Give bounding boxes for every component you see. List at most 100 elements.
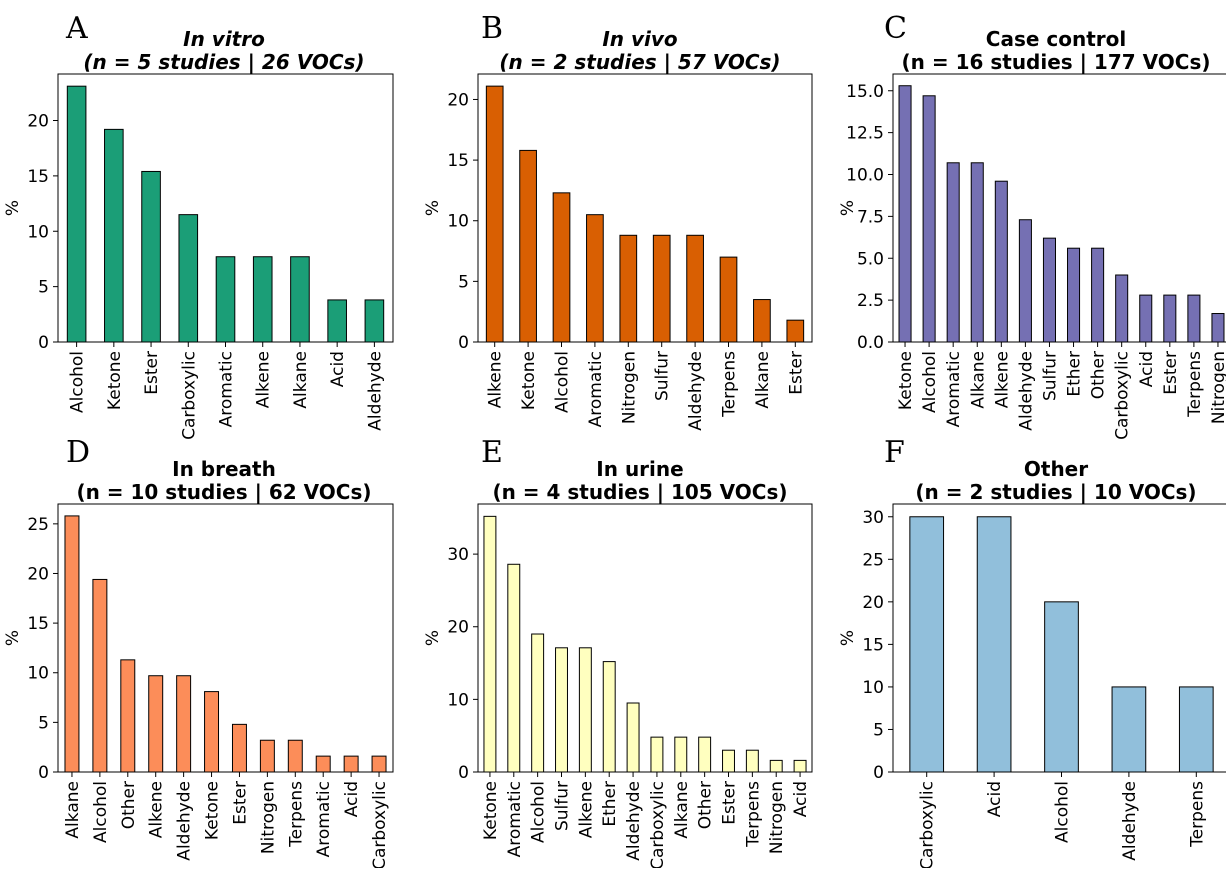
- x-tick-label: Aldehyde: [365, 351, 385, 431]
- bar-sulfur: [555, 647, 568, 773]
- y-tick-label: 10: [27, 222, 49, 242]
- bar-alkane: [970, 162, 984, 343]
- panel-letter: C: [884, 11, 907, 46]
- y-tick-label: 12.5: [846, 124, 884, 144]
- chart-title: In vitro: [183, 27, 265, 51]
- bar-alcohol: [531, 633, 545, 773]
- x-tick-label: Aromatic: [586, 351, 606, 427]
- bar-ester: [141, 170, 161, 343]
- x-tick-label: Carboxylic: [648, 781, 668, 868]
- bar-ketone: [519, 149, 537, 343]
- bar-other: [1091, 247, 1105, 343]
- bar-terpens: [287, 739, 303, 773]
- x-tick-label: Alcohol: [68, 351, 88, 413]
- bar-alcohol: [92, 578, 108, 773]
- x-tick-label: Carboxylic: [370, 781, 390, 868]
- y-axis-label: %: [423, 200, 443, 216]
- bar-alkene: [578, 647, 592, 773]
- y-axis-label: %: [838, 630, 858, 646]
- bar-carboxylic: [650, 736, 664, 773]
- y-tick-label: 20: [27, 564, 49, 584]
- x-tick-label: Sulfur: [553, 781, 573, 831]
- x-tick-label: Ketone: [203, 781, 223, 840]
- bar-ester: [722, 749, 735, 773]
- chart-panel-c: C Case control(n = 16 studies | 177 VOCs)…: [838, 11, 1226, 440]
- x-tick-label: Other: [1089, 351, 1109, 399]
- bar-terpens: [1187, 294, 1201, 343]
- x-tick-label: Ether: [1065, 351, 1085, 397]
- bar-alkane: [753, 299, 771, 343]
- x-tick-label: Nitrogen: [619, 351, 639, 424]
- x-tick-label: Terpens: [286, 781, 306, 848]
- x-tick-label: Ester: [1161, 351, 1181, 395]
- bar-ketone: [483, 515, 497, 773]
- x-tick-label: Aromatic: [314, 781, 334, 857]
- y-tick-label: 10: [447, 690, 469, 710]
- axes-frame: [892, 73, 1226, 343]
- chart-subtitle: (n = 4 studies | 105 VOCs): [492, 480, 787, 504]
- bar-aldehyde: [686, 234, 704, 343]
- x-tick-label: Acid: [985, 781, 1005, 817]
- x-tick-label: Sulfur: [1040, 351, 1060, 401]
- x-tick-label: Ester: [230, 781, 250, 825]
- x-tick-label: Ketone: [519, 351, 539, 410]
- chart-subtitle: (n = 2 studies | 57 VOCs): [499, 50, 780, 74]
- x-tick-label: Carboxylic: [1113, 351, 1133, 440]
- bar-carboxylic: [1115, 274, 1129, 343]
- y-axis-label: %: [838, 200, 858, 216]
- y-axis-label: %: [423, 630, 443, 646]
- y-tick-label: 0: [458, 763, 469, 783]
- x-tick-label: Acid: [1137, 351, 1157, 387]
- bar-ether: [1067, 247, 1081, 343]
- bar-nitrogen: [1211, 313, 1225, 343]
- x-tick-label: Aromatic: [217, 351, 237, 427]
- bar-alcohol: [66, 85, 87, 343]
- bar-ketone: [104, 128, 124, 343]
- chart-subtitle: (n = 10 studies | 62 VOCs): [76, 480, 371, 504]
- chart-title: In urine: [596, 457, 683, 481]
- axes-frame: [57, 503, 394, 773]
- chart-panel-f: F Other(n = 2 studies | 10 VOCs) 0 5 10 15 20 2…: [838, 435, 1226, 870]
- x-tick-label: Terpens: [1185, 351, 1205, 418]
- bar-acid: [1139, 294, 1153, 343]
- x-tick-label: Terpens: [743, 781, 763, 848]
- bar-acid: [343, 755, 359, 773]
- bar-terpens: [719, 256, 738, 343]
- bar-carboxylic: [178, 214, 199, 343]
- x-tick-label: Alkane: [291, 351, 311, 409]
- x-tick-label: Nitrogen: [258, 781, 278, 854]
- y-tick-label: 20: [862, 593, 884, 613]
- y-tick-label: 20: [447, 618, 469, 638]
- chart-title: In vivo: [602, 27, 678, 51]
- panel-letter: E: [481, 435, 503, 470]
- chart-subtitle: (n = 5 studies | 26 VOCs): [83, 50, 364, 74]
- x-tick-label: Other: [119, 781, 139, 829]
- y-axis-label: %: [3, 200, 23, 216]
- axes-frame: [477, 73, 813, 343]
- y-tick-label: 5: [458, 272, 469, 292]
- bar-aromatic: [215, 256, 236, 343]
- y-tick-label: 10: [862, 678, 884, 698]
- x-tick-label: Ketone: [896, 351, 916, 410]
- chart-panel-b: B In vivo(n = 2 studies | 57 VOCs) 0 5 10 15 2…: [423, 11, 813, 431]
- chart-subtitle: (n = 16 studies | 177 VOCs): [902, 50, 1211, 74]
- panel-letter: B: [481, 11, 503, 46]
- y-tick-label: 10.0: [846, 166, 884, 186]
- x-tick-label: Alcohol: [553, 351, 573, 413]
- x-tick-label: Carboxylic: [179, 351, 199, 440]
- bar-ketone: [898, 85, 912, 343]
- y-axis-label: %: [3, 630, 23, 646]
- bar-acid: [327, 299, 347, 343]
- bar-alkene: [485, 85, 504, 343]
- x-tick-label: Alkane: [968, 351, 988, 409]
- axes-frame: [477, 503, 813, 773]
- bar-nitrogen: [619, 234, 638, 343]
- y-tick-label: 15: [27, 614, 49, 634]
- bar-alcohol: [1044, 601, 1079, 773]
- y-tick-label: 7.5: [857, 207, 884, 227]
- x-tick-label: Alkene: [147, 781, 167, 838]
- x-tick-label: Alkene: [992, 351, 1012, 408]
- bar-sulfur: [652, 234, 671, 343]
- bar-acid: [793, 759, 807, 773]
